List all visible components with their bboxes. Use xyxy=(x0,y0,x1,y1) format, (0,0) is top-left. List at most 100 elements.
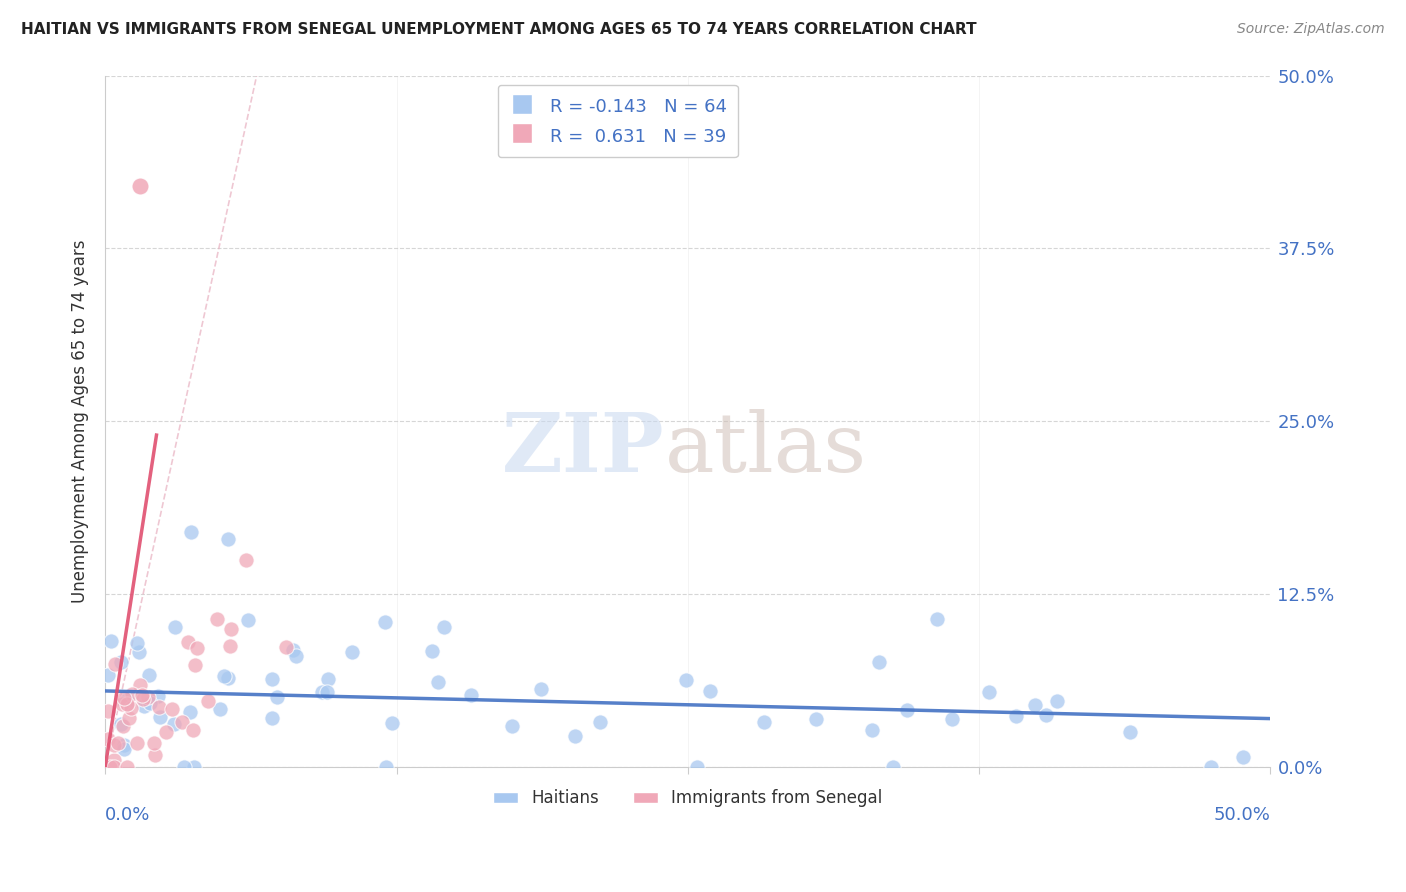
Text: 0.0%: 0.0% xyxy=(105,805,150,823)
Point xyxy=(179,705,201,719)
Point xyxy=(138,668,160,682)
Point xyxy=(340,645,363,659)
Point xyxy=(374,760,396,774)
Point xyxy=(132,699,155,714)
Point xyxy=(170,714,193,729)
Point xyxy=(896,703,918,717)
Point xyxy=(163,716,186,731)
Point xyxy=(205,612,228,626)
Point xyxy=(128,677,150,691)
Point xyxy=(121,687,143,701)
Point xyxy=(1046,694,1069,708)
Point xyxy=(186,641,208,656)
Y-axis label: Unemployment Among Ages 65 to 74 years: Unemployment Among Ages 65 to 74 years xyxy=(72,240,89,603)
Point xyxy=(432,620,454,634)
Point xyxy=(143,736,166,750)
Point xyxy=(941,712,963,726)
Point xyxy=(589,714,612,729)
Point xyxy=(132,692,155,706)
Point xyxy=(103,753,125,767)
Point xyxy=(117,693,139,707)
Point xyxy=(177,635,200,649)
Point xyxy=(111,719,134,733)
Point xyxy=(173,760,195,774)
Text: atlas: atlas xyxy=(665,409,866,489)
Point xyxy=(221,622,243,636)
Point xyxy=(98,760,121,774)
Point xyxy=(120,701,142,715)
Point xyxy=(125,736,148,750)
Text: ZIP: ZIP xyxy=(502,409,665,489)
Point xyxy=(316,672,339,686)
Point xyxy=(235,552,257,566)
Point xyxy=(100,634,122,648)
Point xyxy=(148,700,170,714)
Point xyxy=(197,694,219,708)
Point xyxy=(183,760,205,774)
Point xyxy=(530,681,553,696)
Text: 50.0%: 50.0% xyxy=(1213,805,1271,823)
Point xyxy=(262,672,284,686)
Point xyxy=(180,524,202,539)
Point xyxy=(1199,760,1222,774)
Point xyxy=(117,760,139,774)
Point xyxy=(145,747,167,762)
Point xyxy=(118,711,141,725)
Point xyxy=(752,715,775,730)
Point xyxy=(131,688,153,702)
Point xyxy=(103,760,125,774)
Point xyxy=(420,644,443,658)
Point xyxy=(146,689,169,703)
Point xyxy=(139,696,162,710)
Point xyxy=(260,711,283,725)
Point xyxy=(112,738,135,752)
Point xyxy=(381,715,404,730)
Point xyxy=(276,640,298,655)
Point xyxy=(181,723,204,737)
Point xyxy=(115,698,138,712)
Point xyxy=(564,729,586,743)
Point xyxy=(96,704,118,718)
Point xyxy=(136,690,159,704)
Point xyxy=(374,615,396,629)
Point xyxy=(882,760,904,774)
Point xyxy=(127,636,149,650)
Point xyxy=(860,723,883,737)
Point xyxy=(208,701,231,715)
Point xyxy=(699,684,721,698)
Point xyxy=(1232,749,1254,764)
Point xyxy=(103,738,125,752)
Point xyxy=(460,688,482,702)
Point xyxy=(96,668,118,682)
Point xyxy=(1035,707,1057,722)
Point xyxy=(686,760,709,774)
Point xyxy=(675,673,697,687)
Point xyxy=(315,685,337,699)
Point xyxy=(160,702,183,716)
Point xyxy=(104,657,127,671)
Point xyxy=(155,724,177,739)
Point xyxy=(129,179,152,194)
Point xyxy=(107,736,129,750)
Point xyxy=(184,658,207,673)
Point xyxy=(110,717,132,731)
Point xyxy=(266,690,288,704)
Point xyxy=(236,613,259,627)
Point xyxy=(163,620,186,634)
Point xyxy=(1004,709,1026,723)
Point xyxy=(868,656,890,670)
Point xyxy=(149,709,172,723)
Point xyxy=(117,697,139,711)
Point xyxy=(96,731,118,746)
Point xyxy=(311,685,333,699)
Point xyxy=(112,742,135,756)
Text: HAITIAN VS IMMIGRANTS FROM SENEGAL UNEMPLOYMENT AMONG AGES 65 TO 74 YEARS CORREL: HAITIAN VS IMMIGRANTS FROM SENEGAL UNEMP… xyxy=(21,22,977,37)
Point xyxy=(804,712,827,726)
Point xyxy=(112,690,135,705)
Point xyxy=(217,532,239,546)
Point xyxy=(427,674,450,689)
Point xyxy=(110,655,132,669)
Point xyxy=(285,648,308,663)
Point xyxy=(218,639,240,653)
Point xyxy=(979,685,1001,699)
